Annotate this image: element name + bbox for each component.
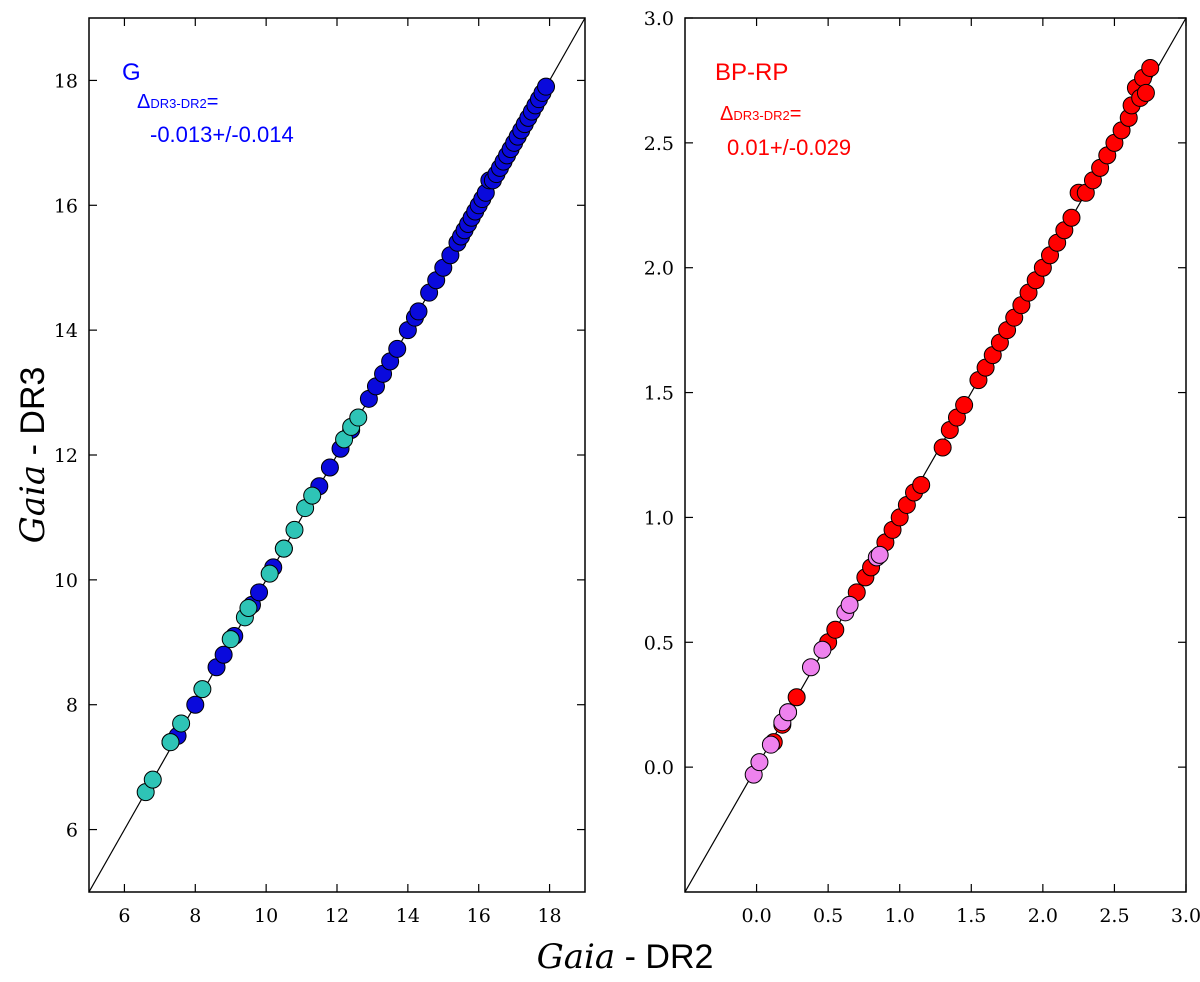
- right-point-violet-stars: [761, 735, 780, 754]
- right-point-violet-stars: [813, 640, 832, 659]
- left-annotation: G ΔDR3-DR2= -0.013+/-0.014: [122, 59, 294, 147]
- right-xtick-label: 0.0: [741, 905, 771, 927]
- left-point-blue-stars: [409, 302, 428, 321]
- left-panel-g: 6 8 10 12 14 16 18 6 8 10 12 14 16 18 G ΔDR3-DR2= -0.…: [54, 17, 586, 927]
- left-point-cyan-stars: [349, 408, 368, 427]
- right-point-red-stars: [912, 475, 931, 494]
- left-ytick-label: 6: [66, 820, 78, 842]
- left-xtick-label: 16: [467, 905, 491, 927]
- right-annotation-title: BP-RP: [715, 59, 788, 86]
- right-xtick-label: 3.0: [1171, 905, 1200, 927]
- right-point-violet-stars: [750, 753, 769, 772]
- left-annotation-title: G: [122, 59, 141, 86]
- right-xtick-label: 1.0: [885, 905, 915, 927]
- right-point-red-stars: [1062, 208, 1081, 227]
- right-ytick-label: 0.5: [644, 632, 674, 654]
- left-point-blue-stars: [320, 458, 339, 477]
- right-point-violet-stars: [779, 703, 798, 722]
- right-point-red-stars: [1141, 58, 1160, 77]
- left-point-blue-stars: [214, 645, 233, 664]
- left-point-cyan-stars: [143, 770, 162, 789]
- left-point-cyan-stars: [193, 680, 212, 699]
- left-ytick-label: 16: [54, 195, 78, 217]
- y-axis-label: Gaia - DR3: [13, 367, 53, 544]
- left-ytick-label: 12: [54, 445, 78, 467]
- right-annotation-delta: ΔDR3-DR2=: [720, 103, 801, 125]
- right-annotation-value: 0.01+/-0.029: [727, 135, 851, 160]
- right-ytick-label: 2.5: [644, 133, 674, 155]
- left-point-cyan-stars: [303, 486, 322, 505]
- right-point-violet-stars: [870, 545, 889, 564]
- left-point-cyan-stars: [172, 714, 191, 733]
- right-ytick-label: 2.0: [644, 258, 674, 280]
- left-xtick-label: 8: [189, 905, 201, 927]
- right-point-red-stars: [787, 688, 806, 707]
- right-annotation: BP-RP ΔDR3-DR2= 0.01+/-0.029: [715, 59, 851, 160]
- left-point-blue-stars: [186, 695, 205, 714]
- left-xtick-label: 14: [396, 905, 420, 927]
- left-ytick-label: 8: [66, 695, 78, 717]
- right-ytick-label: 1.5: [644, 383, 674, 405]
- right-xtick-label: 0.5: [813, 905, 843, 927]
- left-xtick-label: 10: [254, 905, 278, 927]
- left-ytick-label: 10: [54, 570, 78, 592]
- left-xtick-label: 6: [118, 905, 130, 927]
- left-ytick-label: 14: [54, 320, 78, 342]
- left-point-cyan-stars: [274, 539, 293, 558]
- right-ytick-label: 0.0: [644, 757, 674, 779]
- left-point-blue-stars: [250, 583, 269, 602]
- right-point-red-stars: [933, 438, 952, 457]
- left-xtick-label: 18: [537, 905, 561, 927]
- right-xtick-label: 2.5: [1099, 905, 1129, 927]
- left-ytick-label: 18: [54, 70, 78, 92]
- left-point-cyan-stars: [161, 733, 180, 752]
- right-point-violet-stars: [840, 595, 859, 614]
- right-xtick-label: 1.5: [956, 905, 986, 927]
- left-annotation-value: -0.013+/-0.014: [150, 122, 294, 147]
- left-point-blue-stars: [388, 339, 407, 358]
- left-point-cyan-stars: [285, 520, 304, 539]
- right-point-red-stars: [1136, 83, 1155, 102]
- left-point-cyan-stars: [260, 564, 279, 583]
- right-xtick-label: 2.0: [1028, 905, 1058, 927]
- right-point-violet-stars: [801, 658, 820, 677]
- left-point-cyan-stars: [221, 630, 240, 649]
- left-point-blue-stars: [537, 77, 556, 96]
- left-point-cyan-stars: [239, 598, 258, 617]
- left-annotation-delta: ΔDR3-DR2=: [137, 91, 218, 113]
- right-point-red-stars: [955, 396, 974, 415]
- right-point-red-stars: [826, 620, 845, 639]
- right-ytick-label: 1.0: [644, 507, 674, 529]
- left-xtick-label: 12: [325, 905, 349, 927]
- x-axis-label: Gaia - DR2: [537, 937, 714, 977]
- right-panel-g: 0.0 0.5 1.0 1.5 2.0 2.5 3.0 0.0 0.5 1.0 1.5 2.0 2.5 3…: [644, 8, 1200, 927]
- right-ytick-label: 3.0: [644, 8, 674, 30]
